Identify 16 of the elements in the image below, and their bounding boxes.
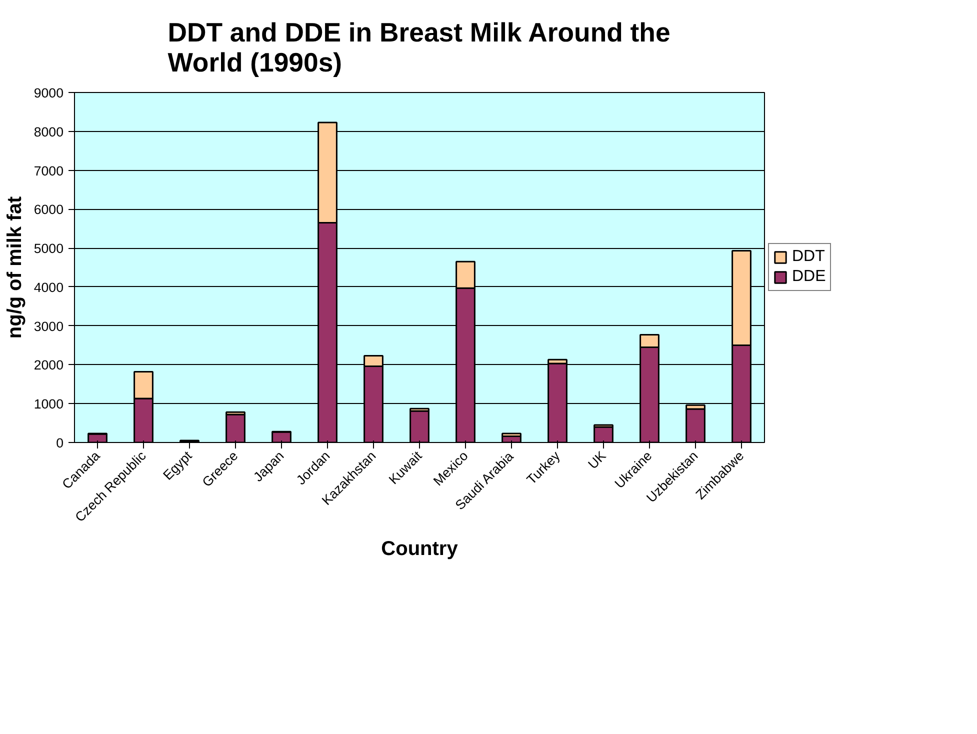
x-tick-label: UK: [585, 448, 609, 472]
y-tick-label: 6000: [34, 202, 64, 218]
y-axis-title: ng/g of milk fat: [4, 196, 26, 339]
y-tick-label: 3000: [34, 318, 64, 334]
y-tick-label: 0: [56, 436, 64, 450]
y-tick-label: 1000: [34, 396, 64, 412]
y-tick-label: 8000: [34, 124, 64, 140]
legend-label: DDT: [792, 248, 825, 266]
y-tick-label: 4000: [34, 280, 64, 295]
y-tick-label: 2000: [34, 358, 64, 373]
y-tick-label: 7000: [34, 163, 64, 178]
x-axis-title: Country: [381, 538, 459, 560]
y-tick-label: 9000: [34, 86, 64, 100]
y-tick-label: 5000: [34, 241, 64, 256]
chart-title: DDT and DDE in Breast Milk Around the World (1990s): [168, 18, 670, 78]
legend-label: DDE: [792, 268, 826, 286]
